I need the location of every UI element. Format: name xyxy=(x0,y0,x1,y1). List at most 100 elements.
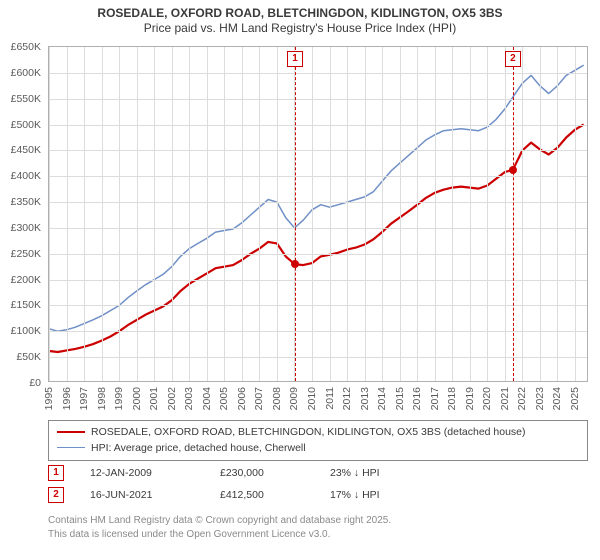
gridline-v xyxy=(259,47,260,381)
gridline-v xyxy=(400,47,401,381)
event-date: 12-JAN-2009 xyxy=(90,467,220,479)
gridline-v xyxy=(347,47,348,381)
x-axis-label: 1999 xyxy=(113,387,125,410)
event-price: £230,000 xyxy=(220,467,330,479)
event-guideline xyxy=(513,47,514,381)
legend-item: HPI: Average price, detached house, Cher… xyxy=(57,441,579,457)
x-axis-label: 2002 xyxy=(166,387,178,410)
y-axis-label: £400K xyxy=(0,170,41,182)
event-delta: 17% ↓ HPI xyxy=(330,489,440,501)
x-axis-label: 2008 xyxy=(271,387,283,410)
x-axis-label: 2020 xyxy=(481,387,493,410)
gridline-v xyxy=(522,47,523,381)
chart-container: ROSEDALE, OXFORD ROAD, BLETCHINGDON, KID… xyxy=(0,0,600,560)
x-axis-label: 2022 xyxy=(516,387,528,410)
gridline-v xyxy=(242,47,243,381)
legend-label: ROSEDALE, OXFORD ROAD, BLETCHINGDON, KID… xyxy=(91,426,526,438)
gridline-v xyxy=(417,47,418,381)
y-axis-label: £300K xyxy=(0,222,41,234)
gridline-v xyxy=(189,47,190,381)
y-axis-label: £450K xyxy=(0,144,41,156)
gridline-v xyxy=(330,47,331,381)
x-axis-label: 2019 xyxy=(464,387,476,410)
x-axis-label: 2017 xyxy=(429,387,441,410)
event-dot xyxy=(509,166,517,174)
x-axis-label: 2013 xyxy=(359,387,371,410)
gridline-h xyxy=(49,125,587,126)
gridline-v xyxy=(84,47,85,381)
gridline-v xyxy=(452,47,453,381)
gridline-h xyxy=(49,280,587,281)
gridline-v xyxy=(505,47,506,381)
gridline-h xyxy=(49,305,587,306)
gridline-h xyxy=(49,150,587,151)
gridline-v xyxy=(557,47,558,381)
y-axis-label: £500K xyxy=(0,119,41,131)
gridline-v xyxy=(224,47,225,381)
gridline-h xyxy=(49,357,587,358)
series-lines xyxy=(49,47,589,383)
legend-label: HPI: Average price, detached house, Cher… xyxy=(91,442,306,454)
gridline-v xyxy=(67,47,68,381)
chart-title-address: ROSEDALE, OXFORD ROAD, BLETCHINGDON, KID… xyxy=(0,6,600,21)
y-axis-label: £250K xyxy=(0,248,41,260)
title-block: ROSEDALE, OXFORD ROAD, BLETCHINGDON, KID… xyxy=(0,0,600,36)
gridline-v xyxy=(312,47,313,381)
x-axis-label: 2025 xyxy=(569,387,581,410)
y-axis-label: £550K xyxy=(0,93,41,105)
y-axis-label: £200K xyxy=(0,274,41,286)
gridline-v xyxy=(277,47,278,381)
legend-swatch xyxy=(57,447,85,448)
series-price_paid xyxy=(49,125,584,353)
x-axis-label: 2006 xyxy=(236,387,248,410)
gridline-h xyxy=(49,202,587,203)
gridline-v xyxy=(207,47,208,381)
x-axis-label: 2011 xyxy=(324,387,336,410)
x-axis-label: 2016 xyxy=(411,387,423,410)
x-axis-label: 2010 xyxy=(306,387,318,410)
event-row-badge: 2 xyxy=(48,487,64,503)
gridline-v xyxy=(137,47,138,381)
event-badge: 2 xyxy=(505,51,521,67)
x-axis-label: 1995 xyxy=(43,387,55,410)
x-axis-label: 2004 xyxy=(201,387,213,410)
gridline-v xyxy=(487,47,488,381)
gridline-v xyxy=(382,47,383,381)
series-hpi xyxy=(49,65,584,331)
gridline-v xyxy=(102,47,103,381)
gridline-v xyxy=(49,47,50,381)
x-axis-label: 2005 xyxy=(218,387,230,410)
x-axis-label: 2024 xyxy=(551,387,563,410)
y-axis-label: £50K xyxy=(0,351,41,363)
y-axis-label: £600K xyxy=(0,67,41,79)
legend-item: ROSEDALE, OXFORD ROAD, BLETCHINGDON, KID… xyxy=(57,425,579,441)
x-axis-label: 1998 xyxy=(96,387,108,410)
x-axis-label: 2021 xyxy=(499,387,511,410)
gridline-v xyxy=(435,47,436,381)
event-row: 112-JAN-2009£230,00023% ↓ HPI xyxy=(48,462,588,484)
event-price: £412,500 xyxy=(220,489,330,501)
gridline-h xyxy=(49,228,587,229)
event-row: 216-JUN-2021£412,50017% ↓ HPI xyxy=(48,484,588,506)
plot-region: £0£50K£100K£150K£200K£250K£300K£350K£400… xyxy=(48,46,588,382)
gridline-v xyxy=(154,47,155,381)
x-axis-label: 2015 xyxy=(394,387,406,410)
attribution: Contains HM Land Registry data © Crown c… xyxy=(48,514,391,541)
x-axis-label: 1996 xyxy=(61,387,73,410)
event-badge: 1 xyxy=(287,51,303,67)
gridline-h xyxy=(49,73,587,74)
gridline-h xyxy=(49,254,587,255)
event-delta: 23% ↓ HPI xyxy=(330,467,440,479)
gridline-h xyxy=(49,331,587,332)
gridline-v xyxy=(575,47,576,381)
x-axis-label: 2003 xyxy=(183,387,195,410)
y-axis-label: £100K xyxy=(0,325,41,337)
attribution-line1: Contains HM Land Registry data © Crown c… xyxy=(48,514,391,528)
event-dot xyxy=(291,260,299,268)
gridline-h xyxy=(49,99,587,100)
x-axis-label: 2007 xyxy=(253,387,265,410)
x-axis-label: 2001 xyxy=(148,387,160,410)
gridline-v xyxy=(365,47,366,381)
gridline-v xyxy=(172,47,173,381)
x-axis-label: 2000 xyxy=(131,387,143,410)
